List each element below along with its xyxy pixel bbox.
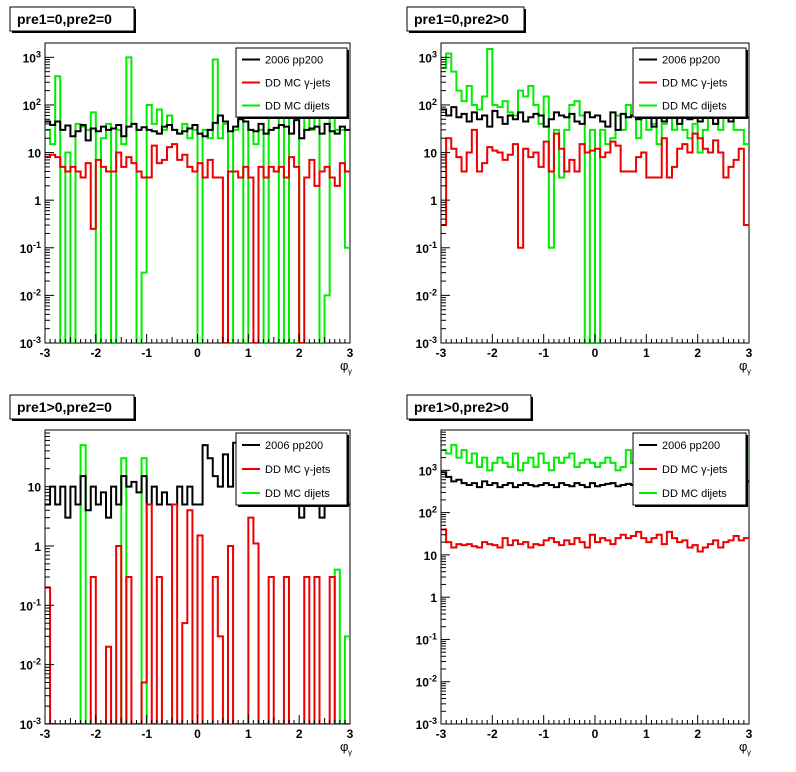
x-tick-label: 2: [296, 727, 303, 741]
title-box: [406, 6, 525, 32]
series-line-2: [45, 503, 350, 724]
x-tick-label: 1: [245, 727, 252, 741]
y-tick-label: 103: [419, 49, 437, 65]
y-tick-label: 10-2: [416, 674, 437, 690]
legend-label: DD MC dijets: [662, 488, 727, 500]
title-box: [9, 394, 135, 420]
legend-label: 2006 pp200: [265, 440, 323, 452]
y-tick-label: 102: [419, 505, 437, 521]
x-axis-label-sub: γ: [348, 748, 352, 757]
y-tick-label: 10-3: [20, 335, 41, 351]
x-tick-label: 3: [347, 346, 354, 360]
chart-title: pre1=0,pre2=0: [17, 11, 112, 27]
y-tick-label: 10-3: [416, 335, 437, 351]
legend-label: DD MC dijets: [265, 101, 330, 113]
y-tick-label: 102: [419, 97, 437, 113]
y-tick-label: 10: [424, 549, 438, 563]
x-tick-label: 3: [347, 727, 354, 741]
x-axis-label: φ: [340, 739, 348, 754]
series-line-1: [45, 114, 350, 142]
x-tick-label: -1: [141, 346, 152, 360]
panel-2: -3 -2 -1 0 1 2 3 10-3 10-2 10-1 1 10 102 103 φ γ pre1=0,…: [406, 6, 753, 376]
x-tick-label: 2: [296, 346, 303, 360]
y-tick-label: 102: [23, 97, 41, 113]
y-tick-label: 1: [34, 194, 41, 208]
x-tick-label: -1: [141, 727, 152, 741]
chart-title: pre1>0,pre2>0: [414, 399, 509, 415]
title-box: [9, 6, 135, 32]
y-tick-label: 10-2: [20, 287, 41, 303]
y-tick-label: 10-2: [20, 657, 41, 673]
x-tick-label: 2: [694, 346, 701, 360]
series-line-2: [45, 143, 350, 343]
legend-label: DD MC dijets: [662, 101, 727, 113]
panel-4: -3 -2 -1 0 1 2 3 10-3 10-2 10-1 1 10 102 103 φ γ pre1>0,…: [406, 394, 753, 757]
x-tick-label: 0: [194, 346, 201, 360]
x-tick-label: 0: [592, 727, 599, 741]
legend-label: 2006 pp200: [265, 55, 323, 67]
x-axis-label-sub: γ: [747, 748, 751, 757]
title-box: [406, 394, 532, 420]
y-tick-label: 1: [430, 591, 437, 605]
y-tick-label: 103: [23, 49, 41, 65]
x-tick-label: -3: [436, 727, 447, 741]
legend-label: 2006 pp200: [662, 440, 720, 452]
x-tick-label: 3: [746, 727, 753, 741]
y-tick-label: 10-1: [416, 631, 437, 647]
panel-1: -3 -2 -1 0 1 2 3 10-3 10-2 10-1 1 10 102 103 φ γ pre1=0,…: [9, 6, 354, 376]
x-tick-label: 1: [245, 346, 252, 360]
legend-label: DD MC γ-jets: [662, 78, 728, 90]
chart-title: pre1>0,pre2=0: [17, 399, 112, 415]
x-tick-label: -3: [40, 346, 51, 360]
y-tick-label: 10-1: [416, 240, 437, 256]
x-tick-label: -2: [90, 727, 101, 741]
x-tick-label: -2: [90, 346, 101, 360]
x-tick-label: -3: [436, 346, 447, 360]
x-axis-label: φ: [340, 358, 348, 373]
y-tick-label: 10: [424, 147, 438, 161]
x-axis-label-sub: γ: [747, 367, 751, 376]
panel-3: -3 -2 -1 0 1 2 3 10-3 10-2 10-1 1 10 φ γ pre1>0,pre2=0…: [9, 394, 354, 757]
x-tick-label: 2: [694, 727, 701, 741]
y-tick-label: 10-2: [416, 287, 437, 303]
legend-label: 2006 pp200: [662, 55, 720, 67]
x-tick-label: 3: [746, 346, 753, 360]
legend-label: DD MC dijets: [265, 488, 330, 500]
series-line-3: [441, 47, 749, 343]
legend-label: DD MC γ-jets: [265, 464, 331, 476]
x-tick-label: -1: [538, 727, 549, 741]
x-tick-label: -3: [40, 727, 51, 741]
y-tick-label: 1: [430, 194, 437, 208]
y-tick-label: 103: [419, 462, 437, 478]
x-axis-label: φ: [739, 739, 747, 754]
y-tick-label: 1: [34, 540, 41, 554]
x-tick-label: 1: [643, 727, 650, 741]
y-tick-label: 10: [28, 481, 42, 495]
series-line-2: [441, 528, 749, 553]
y-tick-label: 10-3: [416, 716, 437, 732]
series-line-2: [441, 128, 749, 249]
x-tick-label: 0: [592, 346, 599, 360]
x-tick-label: 0: [194, 727, 201, 741]
x-axis-label-sub: γ: [348, 367, 352, 376]
x-tick-label: -2: [487, 727, 498, 741]
x-tick-label: 1: [643, 346, 650, 360]
x-axis-label: φ: [739, 358, 747, 373]
y-tick-label: 10-1: [20, 597, 41, 613]
legend-label: DD MC γ-jets: [662, 464, 728, 476]
legend-label: DD MC γ-jets: [265, 78, 331, 90]
x-tick-label: -2: [487, 346, 498, 360]
histograms: [45, 56, 350, 343]
y-tick-label: 10-1: [20, 240, 41, 256]
chart-title: pre1=0,pre2>0: [414, 11, 509, 27]
x-tick-label: -1: [538, 346, 549, 360]
y-tick-label: 10-3: [20, 716, 41, 732]
y-tick-label: 10: [28, 147, 42, 161]
